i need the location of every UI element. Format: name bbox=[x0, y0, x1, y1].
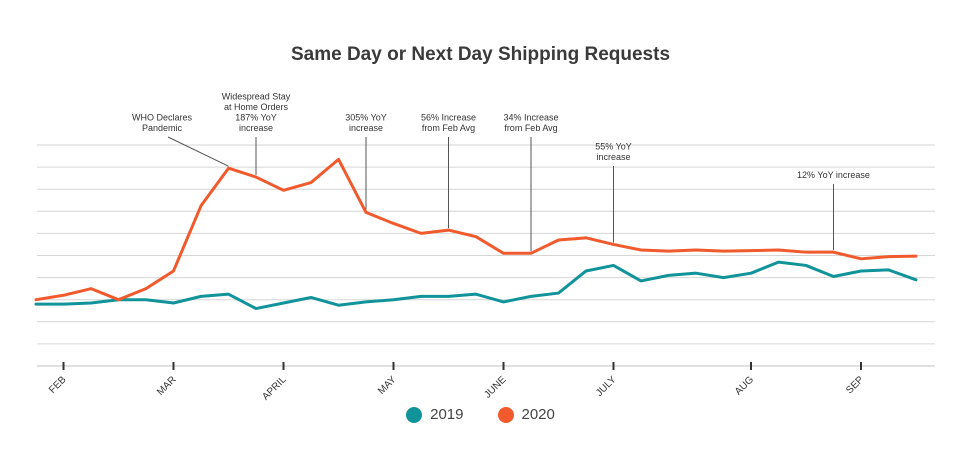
legend-swatch-2019 bbox=[406, 406, 423, 423]
legend-label-2020: 2020 bbox=[521, 406, 555, 423]
annotation-line: 187% YoY bbox=[235, 113, 277, 123]
annotation-line: increase bbox=[349, 123, 383, 133]
annotation-line: increase bbox=[596, 152, 630, 162]
x-tick-label: JUNE bbox=[482, 374, 508, 400]
annotation-line: Pandemic bbox=[142, 123, 183, 133]
legend-label-2019: 2019 bbox=[430, 406, 464, 423]
series-line-2020 bbox=[34, 157, 918, 302]
annotation-line: increase bbox=[239, 123, 273, 133]
annotation-line: from Feb Avg bbox=[422, 123, 475, 133]
legend-item-2020[interactable]: 2020 bbox=[497, 406, 555, 423]
annotation-text: 305% YoY increase bbox=[345, 113, 387, 134]
annotation-leader bbox=[167, 136, 229, 167]
x-tick-label: SEP bbox=[844, 374, 866, 396]
annotation-line: from Feb Avg bbox=[504, 123, 557, 133]
legend-swatch-2020 bbox=[497, 406, 514, 423]
series-line-2019 bbox=[34, 260, 918, 311]
annotation-text: 55% YoY increase bbox=[595, 142, 632, 163]
annotation-line: 55% YoY bbox=[595, 142, 632, 152]
annotation-line: at Home Orders bbox=[224, 102, 289, 112]
chart-title: Same Day or Next Day Shipping Requests bbox=[290, 44, 671, 65]
annotation-text: Widespread Stay at Home Orders 187% YoY inc… bbox=[222, 92, 291, 134]
legend-item-2019[interactable]: 2019 bbox=[406, 406, 464, 423]
annotation-text: 12% YoY increase bbox=[797, 170, 870, 180]
x-tick-label: JULY bbox=[594, 374, 619, 399]
annotation-text: 56% Increase from Feb Avg bbox=[421, 113, 476, 134]
annotation-text: 34% Increase from Feb Avg bbox=[503, 113, 558, 134]
annotation-line: Widespread Stay bbox=[222, 92, 291, 102]
annotation-line: 12% YoY increase bbox=[797, 170, 870, 180]
x-tick-label: FEB bbox=[47, 374, 69, 396]
legend: 2019 2020 bbox=[0, 406, 961, 423]
annotation-line: 305% YoY bbox=[345, 113, 387, 123]
x-tick-label: AUG bbox=[733, 374, 756, 397]
annotation-text: WHO Declares Pandemic bbox=[132, 113, 193, 134]
annotation-line: WHO Declares bbox=[132, 113, 193, 123]
x-tick-label: MAR bbox=[155, 374, 179, 398]
annotation-line: 56% Increase bbox=[421, 113, 476, 123]
x-tick-label: APRIL bbox=[260, 374, 289, 403]
x-tick-label: MAY bbox=[376, 374, 399, 397]
annotation-line: 34% Increase bbox=[503, 113, 558, 123]
